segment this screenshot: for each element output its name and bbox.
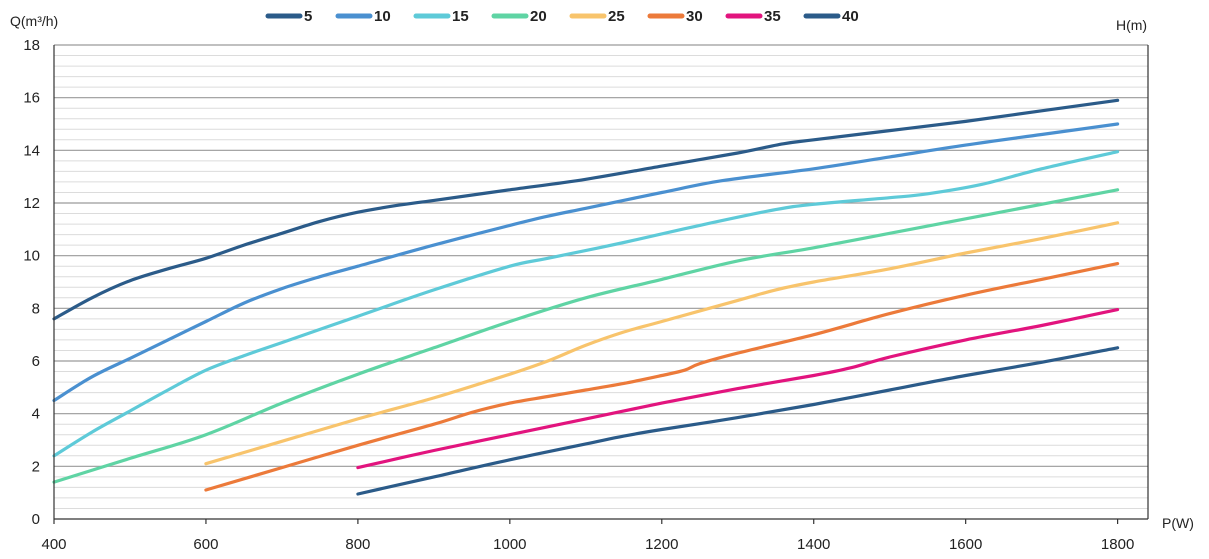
series-line-5 bbox=[52, 98, 1120, 321]
legend-label-40: 40 bbox=[842, 8, 859, 25]
y-tick-label: 18 bbox=[23, 37, 40, 54]
x-tick-label: 400 bbox=[41, 536, 66, 553]
y-tick-label: 6 bbox=[32, 353, 40, 370]
y-tick-label: 14 bbox=[23, 142, 40, 159]
y-tick-labels: 0 2 4 6 8 10 12 14 16 18 bbox=[23, 37, 40, 528]
x-tick-label: 800 bbox=[345, 536, 370, 553]
series-line-30 bbox=[204, 262, 1120, 492]
legend-label-35: 35 bbox=[764, 8, 781, 25]
x-tick-labels: 400 600 800 1000 1200 1400 1600 1800 bbox=[41, 519, 1134, 553]
axes bbox=[53, 45, 1149, 520]
legend: 5 10 15 20 25 30 35 40 bbox=[265, 8, 859, 25]
y-tick-label: 10 bbox=[23, 248, 40, 265]
legend-label-25: 25 bbox=[608, 8, 625, 25]
y-tick-label: 12 bbox=[23, 195, 40, 212]
y-axis-title: Q(m³/h) bbox=[10, 13, 58, 29]
y-tick-label: 2 bbox=[32, 458, 40, 475]
legend-label-30: 30 bbox=[686, 8, 703, 25]
series-line-20 bbox=[52, 188, 1120, 484]
x-axis-title: P(W) bbox=[1162, 515, 1194, 531]
series-lines bbox=[52, 98, 1120, 496]
legend-label-15: 15 bbox=[452, 8, 469, 25]
series-line-15 bbox=[52, 150, 1120, 458]
y-tick-label: 8 bbox=[32, 300, 40, 317]
x-tick-label: 1200 bbox=[645, 536, 678, 553]
major-gridlines bbox=[54, 44, 1148, 467]
series-line-35 bbox=[356, 308, 1120, 470]
x-tick-label: 1600 bbox=[949, 536, 982, 553]
y-tick-label: 4 bbox=[32, 406, 40, 423]
x-tick-label: 600 bbox=[193, 536, 218, 553]
x-tick-label: 1800 bbox=[1101, 536, 1134, 553]
legend-label-10: 10 bbox=[374, 8, 391, 25]
x-tick-label: 1400 bbox=[797, 536, 830, 553]
y-tick-label: 0 bbox=[32, 511, 40, 528]
legend-label-5: 5 bbox=[304, 8, 312, 25]
legend-label-20: 20 bbox=[530, 8, 547, 25]
right-axis-title: H(m) bbox=[1116, 17, 1147, 33]
series-line-25 bbox=[204, 221, 1120, 466]
series-line-10 bbox=[52, 122, 1120, 403]
series-line-40 bbox=[356, 346, 1120, 496]
y-tick-label: 16 bbox=[23, 90, 40, 107]
x-tick-label: 1000 bbox=[493, 536, 526, 553]
